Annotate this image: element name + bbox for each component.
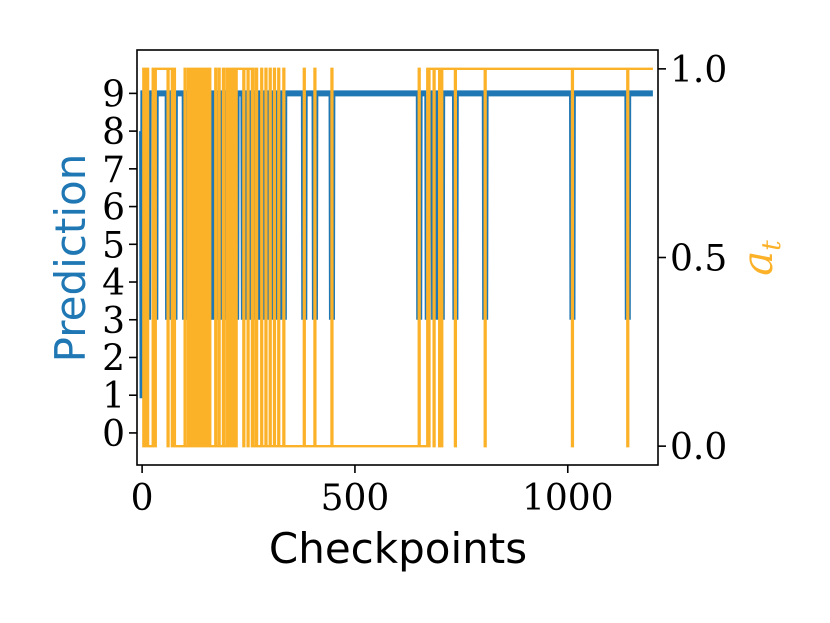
- x-axis-label: Checkpoints: [269, 524, 527, 573]
- series-lines: [139, 67, 653, 448]
- left-tick-label: 9: [102, 74, 125, 115]
- right-axis-label-sub: t: [757, 240, 787, 251]
- left-tick-label: 8: [102, 112, 125, 153]
- a-t-series-line: [142, 67, 653, 448]
- left-tick-label: 6: [102, 188, 125, 229]
- right-axis-label-base: a: [733, 251, 782, 276]
- left-tick-label: 5: [102, 225, 125, 266]
- left-tick-label: 7: [102, 150, 125, 191]
- x-tick-label: 0: [131, 478, 154, 519]
- x-tick-label: 1000: [522, 478, 614, 519]
- left-tick-label: 1: [102, 376, 125, 417]
- right-tick-label: 0.0: [670, 427, 727, 468]
- left-tick-label: 3: [102, 301, 125, 342]
- x-axis-ticks: 0 500 1000: [131, 465, 614, 519]
- right-tick-label: 1.0: [670, 50, 727, 91]
- right-tick-label: 0.5: [670, 239, 727, 280]
- x-tick-label: 500: [321, 478, 390, 519]
- left-tick-label: 4: [102, 263, 125, 304]
- left-axis-label: Prediction: [46, 154, 95, 363]
- right-axis-ticks: 0.0 0.5 1.0: [658, 50, 727, 468]
- right-axis-label: at: [733, 240, 787, 276]
- left-tick-label: 2: [102, 338, 125, 379]
- left-tick-label: 0: [102, 414, 125, 455]
